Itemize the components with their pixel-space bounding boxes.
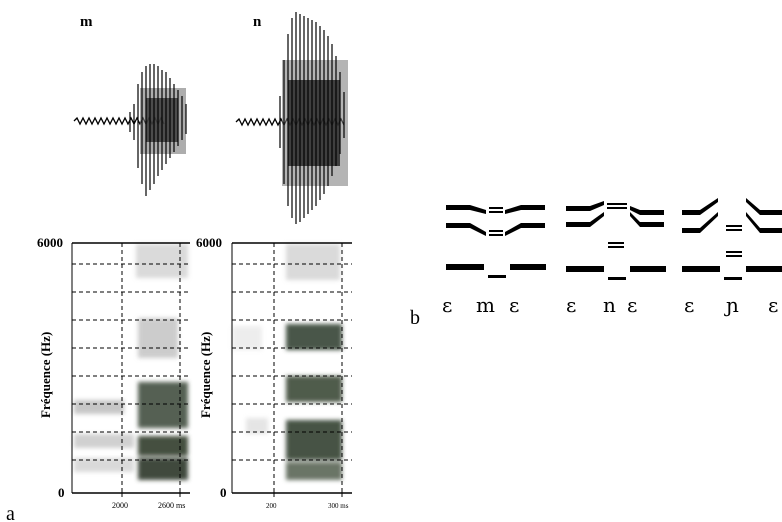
spectrogram-n-xtick-2: 300 ms: [328, 502, 349, 510]
spectrogram-m-ylabel: Fréquence (Hz): [38, 332, 53, 418]
seq2-vowel-1: ɛ: [566, 293, 576, 317]
seq2-vowel-2: ɛ: [627, 293, 637, 317]
spectrogram-m-y-top: 6000: [37, 235, 63, 250]
panel-a-label: a: [6, 503, 15, 522]
spectrogram-n: [231, 242, 352, 497]
seq1-vowel-1: ɛ: [442, 293, 452, 317]
seq2-consonant: n: [603, 293, 616, 317]
schematic-palatal-nasal: [682, 198, 782, 280]
schematic-n: [566, 201, 666, 280]
panel-b-label: b: [410, 307, 420, 329]
waveform-label-n: n: [253, 14, 262, 30]
spectrogram-m: [71, 242, 190, 497]
seq1-consonant: m: [476, 293, 495, 317]
waveform-label-m: m: [80, 14, 93, 30]
spectrogram-n-y-top: 6000: [196, 235, 222, 250]
waveform-n: [235, 12, 348, 224]
spectrogram-m-y-bottom: 0: [58, 485, 65, 500]
spectrogram-m-xtick-2: 2600 ms: [158, 501, 185, 510]
spectrogram-n-xtick-1: 200: [266, 502, 277, 510]
seq3-vowel-2: ɛ: [768, 293, 778, 317]
seq1-vowel-2: ɛ: [509, 293, 519, 317]
schematic-m: [446, 205, 546, 278]
waveform-m: [73, 64, 187, 196]
spectrogram-n-y-bottom: 0: [220, 485, 227, 500]
seq3-vowel-1: ɛ: [684, 293, 694, 317]
seq3-consonant: ɲ: [724, 293, 739, 317]
spectrogram-m-xtick-1: 2000: [112, 501, 128, 510]
spectrogram-n-ylabel: Fréquence (Hz): [198, 332, 213, 418]
